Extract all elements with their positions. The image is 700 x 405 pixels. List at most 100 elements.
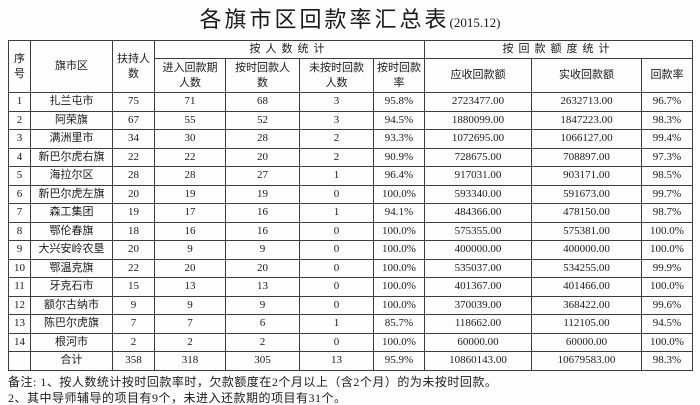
table-cell: 728675.00 <box>424 147 532 167</box>
table-cell: 13 <box>8 314 31 334</box>
table-cell: 96.4% <box>373 166 425 186</box>
table-cell: 575381.00 <box>531 221 642 241</box>
table-row: 5 海拉尔区 28 28 27 1 96.4% 917031.00 903171.00 98.5% <box>8 166 694 186</box>
table-cell: 满洲里市 <box>30 129 113 149</box>
table-cell: 6 <box>8 184 31 204</box>
table-cell: 90.9% <box>373 147 425 167</box>
table-cell: 593340.00 <box>424 184 532 204</box>
table-cell: 1880099.00 <box>424 110 532 130</box>
table-cell: 16 <box>154 221 226 241</box>
table-cell: 575355.00 <box>424 221 532 241</box>
page-title: 各旗市区回款率汇总表(2015.12) <box>0 0 700 36</box>
table-cell: 28 <box>112 166 155 186</box>
table-cell: 100.0% <box>640 221 694 241</box>
table-row: 10 鄂温克旗 22 20 20 0 100.0% 535037.00 534255.00 99.… <box>8 258 694 278</box>
table-cell: 14 <box>8 332 31 352</box>
table-cell: 71 <box>154 92 226 112</box>
title-text: 各旗市区回款率汇总表 <box>199 7 450 32</box>
col-header-late-people: 未按时回款 人数 <box>299 58 374 93</box>
col-header-ontime-rate: 按时回款 率 <box>373 58 425 93</box>
col-header-rate: 回款率 <box>640 58 694 93</box>
table-cell: 陈巴尔虎旗 <box>30 314 113 334</box>
table-cell: 鄂伦春旗 <box>30 221 113 241</box>
table-cell: 100.0% <box>640 277 694 297</box>
table-cell: 93.3% <box>373 129 425 149</box>
table-cell: 99.7% <box>640 184 694 204</box>
table-cell: 海拉尔区 <box>30 166 113 186</box>
table-row: 9 大兴安岭农垦 20 9 9 0 100.0% 400000.00 400000.00 100.… <box>8 240 694 260</box>
table-header: 序 号 旗市区 扶持人 数 按人数统计 按回款额度统计 进入回款期 人数 按时回… <box>8 40 694 93</box>
table-cell: 1847223.00 <box>531 110 642 130</box>
table-cell: 19 <box>154 184 226 204</box>
table-cell: 1 <box>299 166 374 186</box>
table-cell: 97.3% <box>640 147 694 167</box>
footnotes: 备注: 1、按人数统计按时回款率时，欠款额度在2个月以上（含2个月）的为未按时回… <box>8 374 700 405</box>
table-cell: 新巴尔虎右旗 <box>30 147 113 167</box>
title-date: (2015.12) <box>449 15 501 30</box>
table-cell: 3 <box>299 92 374 112</box>
table-cell: 484366.00 <box>424 203 532 223</box>
table-cell: 20 <box>225 147 300 167</box>
table-cell: 合计 <box>30 351 113 371</box>
table-cell: 27 <box>225 166 300 186</box>
table-cell: 55 <box>154 110 226 130</box>
group-header-by-amount: 按回款额度统计 <box>423 40 694 59</box>
table-cell: 903171.00 <box>531 166 642 186</box>
group-header-by-people: 按人数统计 <box>154 40 425 59</box>
table-cell: 22 <box>112 258 155 278</box>
table-cell: 708897.00 <box>531 147 642 167</box>
table-row: 4 新巴尔虎右旗 22 22 20 2 90.9% 728675.00 708897.00 97.… <box>8 147 694 167</box>
table-cell: 20 <box>112 184 155 204</box>
table-cell: 98.3% <box>640 110 694 130</box>
table-cell: 7 <box>8 203 31 223</box>
table-cell: 100.0% <box>640 332 694 352</box>
table-cell: 118662.00 <box>424 314 532 334</box>
table-cell: 95.8% <box>373 92 425 112</box>
table-cell: 22 <box>154 147 226 167</box>
table-cell: 9 <box>225 240 300 260</box>
col-header-received: 实收回款额 <box>531 58 642 93</box>
table-cell: 535037.00 <box>424 258 532 278</box>
table-cell: 400000.00 <box>424 240 532 260</box>
table-cell: 8 <box>8 221 31 241</box>
table-body: 1 扎兰屯市 75 71 68 3 95.8% 2723477.00 2632713.00 96.… <box>8 92 694 371</box>
table-cell: 401367.00 <box>424 277 532 297</box>
table-cell: 100.0% <box>373 332 425 352</box>
table-cell: 100.0% <box>373 295 425 315</box>
table-cell: 10679583.00 <box>531 351 642 371</box>
table-cell: 1 <box>8 92 31 112</box>
table-cell: 94.1% <box>373 203 425 223</box>
table-cell: 534255.00 <box>531 258 642 278</box>
table-cell: 2 <box>299 147 374 167</box>
table-cell: 368422.00 <box>531 295 642 315</box>
table-cell: 9 <box>112 295 155 315</box>
table-cell: 10 <box>8 258 31 278</box>
table-cell: 0 <box>299 258 374 278</box>
table-cell: 100.0% <box>373 184 425 204</box>
table-cell: 7 <box>112 314 155 334</box>
table-cell: 3 <box>299 110 374 130</box>
table-cell: 16 <box>225 221 300 241</box>
header-row-columns: 进入回款期 人数 按时回款人 数 未按时回款 人数 按时回款 率 应收回款额 实… <box>9 58 694 93</box>
table-cell: 额尔古纳市 <box>30 295 113 315</box>
table-cell: 1066127.00 <box>531 129 642 149</box>
table-cell: 7 <box>154 314 226 334</box>
table-cell: 0 <box>299 277 374 297</box>
table-cell: 2 <box>225 332 300 352</box>
table-cell: 13 <box>225 277 300 297</box>
summary-table: 序 号 旗市区 扶持人 数 按人数统计 按回款额度统计 进入回款期 人数 按时回… <box>8 40 694 371</box>
table-cell: 318 <box>154 351 226 371</box>
table-cell: 60000.00 <box>424 332 532 352</box>
table-cell: 阿荣旗 <box>30 110 113 130</box>
table-cell: 2 <box>299 129 374 149</box>
table-cell: 400000.00 <box>531 240 642 260</box>
table-cell: 9 <box>154 240 226 260</box>
table-cell: 591673.00 <box>531 184 642 204</box>
table-cell: 100.0% <box>373 221 425 241</box>
table-row: 11 牙克石市 15 13 13 0 100.0% 401367.00 401466.00 100… <box>8 277 694 297</box>
table-cell: 98.7% <box>640 203 694 223</box>
table-cell: 99.4% <box>640 129 694 149</box>
table-cell: 2632713.00 <box>531 92 642 112</box>
table-cell: 94.5% <box>640 314 694 334</box>
